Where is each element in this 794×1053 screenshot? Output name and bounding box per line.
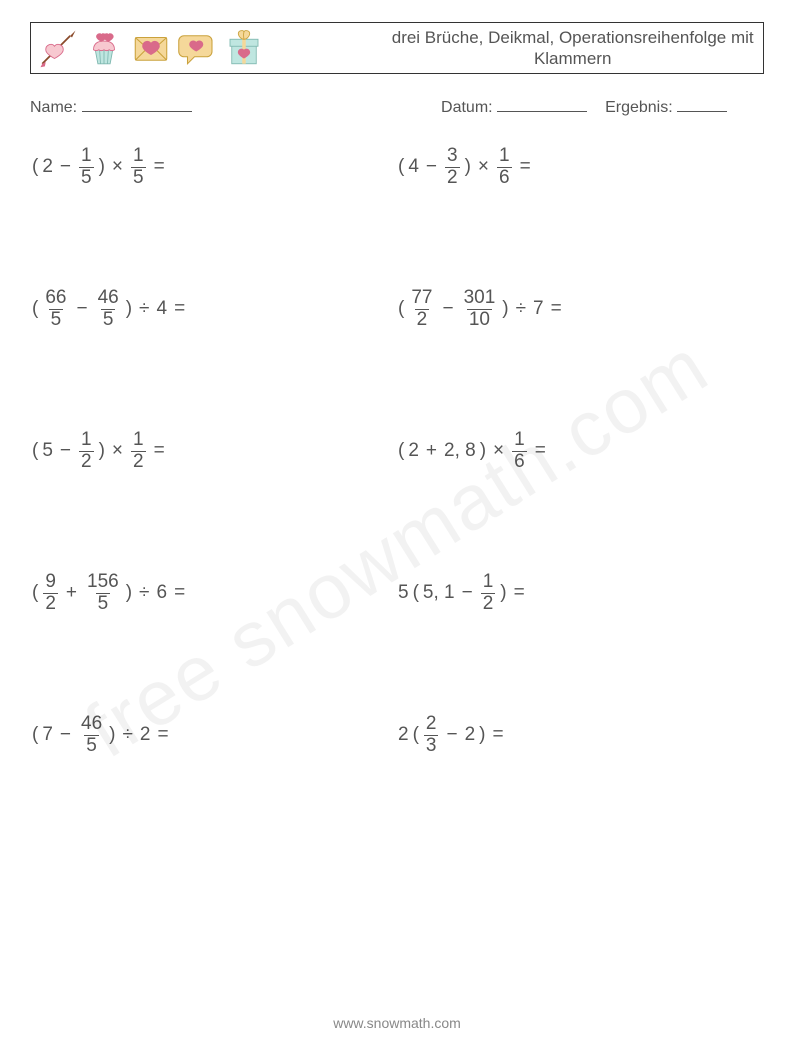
gift-heart-icon [223, 27, 265, 69]
name-field: Name: [30, 96, 441, 117]
fraction: 465 [79, 714, 104, 756]
numerator: 9 [43, 572, 58, 592]
result-underline [677, 96, 727, 112]
problem-cell: 2(23−2)= [398, 713, 764, 757]
fraction: 23 [424, 714, 439, 756]
numerator: 3 [445, 146, 460, 166]
result-label: Ergebnis: [605, 99, 673, 116]
denominator: 2 [481, 593, 496, 614]
problem-cell: (772−30110)÷7= [398, 287, 764, 331]
worksheet-title: drei Brüche, Deikmal, Operationsreihenfo… [382, 23, 763, 73]
denominator: 2 [131, 451, 146, 472]
expression: (665−465)÷4= [32, 288, 188, 330]
problem-row: (92+1565)÷6= 5(5, 1−12)= [32, 571, 764, 615]
numerator: 66 [43, 288, 68, 308]
fraction: 15 [131, 146, 146, 188]
denominator: 6 [512, 451, 527, 472]
expression: 5(5, 1−12)= [398, 572, 528, 614]
fraction: 12 [131, 430, 146, 472]
name-underline [82, 96, 192, 112]
denominator: 5 [101, 309, 116, 330]
numerator: 301 [462, 288, 498, 308]
date-underline [497, 96, 587, 112]
fraction: 465 [96, 288, 121, 330]
worksheet-page: free snowmath.com [0, 0, 794, 1053]
expression: (5−12)×12= [32, 430, 168, 472]
problem-cell: (665−465)÷4= [32, 287, 398, 331]
problem-row: (665−465)÷4= (772−30110)÷7= [32, 287, 764, 331]
problem-cell: (7−465)÷2= [32, 713, 398, 757]
denominator: 6 [497, 167, 512, 188]
expression: (4−32)×16= [398, 146, 534, 188]
numerator: 77 [409, 288, 434, 308]
problem-cell: 5(5, 1−12)= [398, 571, 764, 615]
problem-cell: (92+1565)÷6= [32, 571, 398, 615]
denominator: 5 [96, 593, 111, 614]
problem-cell: (2+2, 8)×16= [398, 429, 764, 473]
denominator: 5 [84, 735, 99, 756]
envelope-heart-icon [129, 27, 173, 69]
numerator: 1 [79, 430, 94, 450]
numerator: 1 [481, 572, 496, 592]
numerator: 2 [424, 714, 439, 734]
denominator: 5 [131, 167, 146, 188]
numerator: 46 [79, 714, 104, 734]
fraction: 32 [445, 146, 460, 188]
denominator: 3 [424, 735, 439, 756]
problems-grid: (2−15)×15= (4−32)×16= (665−465)÷4= (772−301… [30, 145, 764, 757]
problem-cell: (5−12)×12= [32, 429, 398, 473]
problem-row: (5−12)×12= (2+2, 8)×16= [32, 429, 764, 473]
expression: (2−15)×15= [32, 146, 168, 188]
expression: 2(23−2)= [398, 714, 507, 756]
numerator: 156 [85, 572, 121, 592]
date-label: Datum: [441, 99, 493, 116]
expression: (92+1565)÷6= [32, 572, 188, 614]
numerator: 1 [512, 430, 527, 450]
fraction: 665 [43, 288, 68, 330]
numerator: 1 [497, 146, 512, 166]
expression: (7−465)÷2= [32, 714, 172, 756]
fraction: 30110 [462, 288, 498, 330]
denominator: 2 [415, 309, 430, 330]
fraction: 92 [43, 572, 58, 614]
denominator: 10 [467, 309, 492, 330]
date-field: Datum: [441, 96, 587, 117]
denominator: 2 [43, 593, 58, 614]
result-field: Ergebnis: [605, 96, 727, 117]
header-icons [31, 23, 382, 73]
numerator: 46 [96, 288, 121, 308]
fraction: 12 [79, 430, 94, 472]
footer-url: www.snowmath.com [0, 1015, 794, 1031]
denominator: 5 [79, 167, 94, 188]
problem-cell: (4−32)×16= [398, 145, 764, 189]
name-label: Name: [30, 99, 77, 116]
denominator: 2 [445, 167, 460, 188]
numerator: 1 [131, 430, 146, 450]
fraction: 1565 [85, 572, 121, 614]
fraction: 12 [481, 572, 496, 614]
numerator: 1 [79, 146, 94, 166]
fraction: 16 [497, 146, 512, 188]
denominator: 5 [49, 309, 64, 330]
problem-row: (2−15)×15= (4−32)×16= [32, 145, 764, 189]
expression: (772−30110)÷7= [398, 288, 565, 330]
denominator: 2 [79, 451, 94, 472]
numerator: 1 [131, 146, 146, 166]
problem-cell: (2−15)×15= [32, 145, 398, 189]
header-box: drei Brüche, Deikmal, Operationsreihenfo… [30, 22, 764, 74]
fraction: 772 [409, 288, 434, 330]
fraction: 16 [512, 430, 527, 472]
cupcake-icon [83, 27, 125, 69]
expression: (2+2, 8)×16= [398, 430, 549, 472]
arrow-heart-icon [37, 27, 79, 69]
meta-row: Name: Datum: Ergebnis: [30, 96, 764, 117]
problem-row: (7−465)÷2= 2(23−2)= [32, 713, 764, 757]
chat-heart-icon [177, 27, 219, 69]
fraction: 15 [79, 146, 94, 188]
